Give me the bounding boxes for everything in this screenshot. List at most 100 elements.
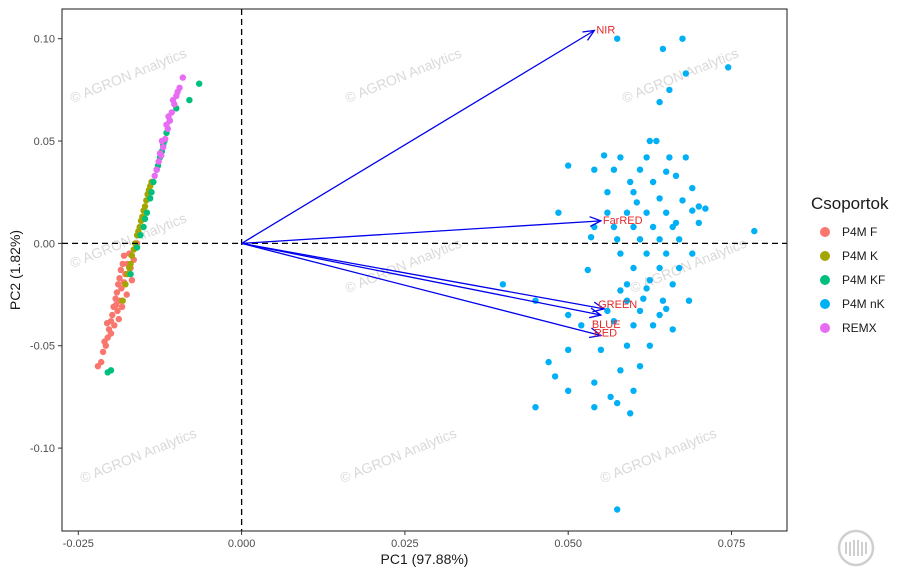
data-point [119, 297, 126, 304]
data-point [114, 307, 121, 315]
data-point [636, 363, 644, 370]
watermark-text: © AGRON Analytics [620, 45, 741, 106]
agron-logo-icon [837, 529, 875, 567]
data-point [551, 373, 559, 380]
data-point [165, 113, 172, 120]
x-tick-label: 0.050 [554, 538, 582, 550]
legend-swatch [820, 251, 830, 261]
data-point [643, 250, 650, 257]
loading-label: BLUE [592, 319, 621, 331]
data-point [128, 277, 136, 284]
data-point [656, 264, 663, 272]
data-point [122, 281, 129, 288]
data-point [617, 287, 624, 294]
data-point [565, 346, 572, 353]
x-tick-label: 0.000 [228, 538, 256, 550]
data-point [636, 166, 644, 173]
loading-label: GREEN [598, 299, 637, 311]
data-point [666, 86, 673, 94]
data-point [649, 178, 657, 186]
legend-swatch [820, 299, 830, 309]
data-point [689, 184, 696, 192]
legend-title: Csoportok [811, 194, 889, 213]
data-point [627, 178, 634, 186]
data-point [107, 367, 115, 374]
data-point [614, 506, 621, 513]
x-tick-label: 0.025 [391, 538, 419, 550]
data-point [685, 297, 693, 304]
data-point [147, 195, 154, 202]
data-point [186, 96, 193, 104]
data-point [150, 178, 157, 186]
data-point [545, 358, 552, 366]
data-point [669, 281, 676, 288]
data-point [109, 311, 116, 319]
watermark-text: © AGRON Analytics [343, 45, 464, 106]
data-point [584, 266, 591, 274]
data-point [630, 322, 637, 329]
data-point [565, 162, 572, 169]
data-point [676, 264, 683, 272]
data-point [630, 387, 637, 394]
data-point [607, 393, 614, 401]
data-point [101, 338, 108, 345]
legend-label: P4M K [842, 249, 878, 263]
data-point [656, 195, 663, 202]
data-point [151, 172, 158, 179]
legend-label: P4M nK [842, 297, 885, 311]
data-point [679, 197, 686, 204]
reference-lines [62, 9, 787, 531]
arrow-head [589, 307, 603, 319]
data-point [649, 322, 657, 329]
data-point [633, 199, 640, 206]
data-point [113, 301, 120, 308]
data-point [702, 205, 709, 212]
watermark-text: © AGRON Analytics [338, 425, 459, 486]
data-point [140, 223, 147, 231]
data-point [643, 285, 650, 292]
data-point [123, 291, 130, 298]
data-point [682, 70, 689, 77]
data-point [107, 330, 115, 337]
y-tick-label: -0.10 [30, 443, 55, 455]
data-point [604, 189, 611, 196]
data-point [591, 404, 598, 411]
data-point [604, 307, 611, 315]
legend-swatch [820, 227, 830, 237]
x-tick-label: 0.075 [718, 538, 746, 550]
legend-label: P4M KF [842, 273, 885, 287]
loading-arrow [241, 242, 605, 310]
legend-swatch [820, 275, 830, 285]
data-point [630, 264, 637, 272]
data-point [597, 346, 605, 353]
x-axis-title: PC1 (97.88%) [381, 551, 469, 567]
data-point [672, 172, 680, 179]
data-point [113, 289, 121, 296]
data-point [610, 318, 618, 325]
data-point [565, 311, 572, 319]
data-point [636, 307, 644, 315]
arrow-head [588, 327, 603, 339]
data-point [659, 45, 667, 53]
y-axis-title: PC2 (1.82%) [7, 230, 23, 310]
data-point [555, 209, 562, 216]
data-point [117, 266, 125, 274]
data-point [156, 150, 164, 157]
data-point [196, 80, 203, 87]
data-point [623, 342, 631, 349]
data-point [617, 154, 624, 161]
data-point [630, 223, 637, 231]
data-point [614, 399, 621, 407]
data-point [118, 303, 126, 310]
data-point [646, 342, 653, 349]
data-point [636, 236, 644, 243]
y-tick-label: 0.00 [34, 238, 55, 250]
data-point [630, 189, 637, 196]
legend-swatch [820, 323, 830, 333]
data-point [163, 121, 170, 128]
data-point [174, 88, 181, 96]
loading-arrow [241, 220, 601, 245]
axes-layer: -0.025 0.000 0.025 0.050 0.075 -0.10 -0.05 0.00… [30, 34, 745, 550]
data-point [133, 244, 141, 251]
data-point [623, 297, 631, 304]
